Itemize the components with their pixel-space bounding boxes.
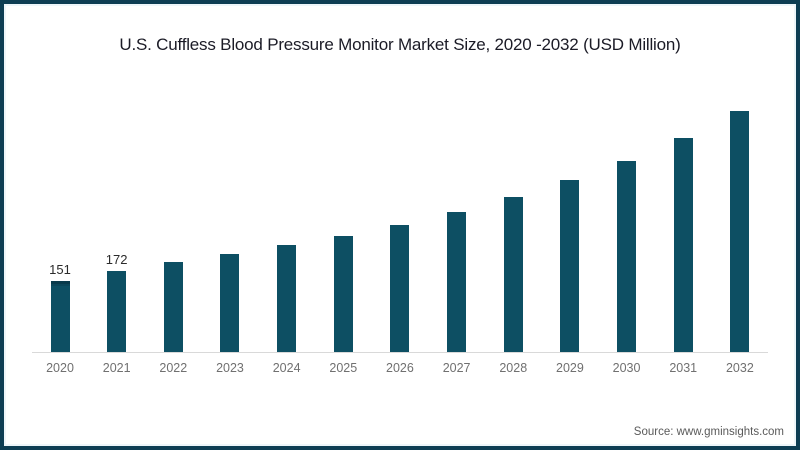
x-tick-label: 2022: [159, 361, 188, 375]
bar-2022: [163, 261, 183, 352]
x-tick-label: 2023: [216, 361, 244, 375]
bar-column-2028: [485, 88, 541, 352]
bar-column-2027: [429, 88, 485, 352]
x-tick-label: 2031: [669, 361, 698, 375]
bar-2029: [560, 179, 580, 352]
x-tick-label: 2029: [556, 361, 584, 375]
x-tick-label: 2025: [329, 361, 358, 375]
bar-column-2032: [712, 88, 768, 352]
source-credit: Source: www.gminsights.com: [633, 426, 784, 438]
x-tick-label: 2028: [499, 361, 528, 375]
bar-2025: [333, 236, 353, 352]
x-tick-label: 2026: [386, 361, 414, 375]
bar-column-2025: [315, 88, 371, 352]
bar-2032: [730, 110, 750, 352]
x-axis: 2020 2021 2022 2023 2024 2025 2026 2027 2028 2029…: [32, 361, 768, 375]
bar-2021: [107, 270, 127, 352]
bar-2020: [50, 280, 70, 352]
x-tick-label: 2020: [46, 361, 74, 375]
x-tick-label: 2030: [612, 361, 641, 375]
bar-value-label: 151: [49, 261, 71, 277]
bar-2031: [673, 137, 693, 352]
bar-value-label: 172: [105, 251, 128, 267]
bar-column-2030: [599, 88, 655, 352]
bar-2024: [277, 245, 297, 352]
x-tick-label: 2027: [442, 361, 471, 375]
bar-2023: [220, 253, 240, 352]
bar-column-2026: [372, 88, 428, 352]
x-tick-label: 2032: [725, 361, 754, 375]
bar-2030: [617, 160, 637, 352]
bar-column-2021: 172: [89, 88, 145, 352]
x-tick-label: 2024: [272, 361, 301, 375]
bar-column-2020: 151: [32, 88, 88, 352]
bar-column-2024: [259, 88, 315, 352]
bar-column-2031: [655, 88, 711, 352]
bar-2028: [503, 196, 523, 352]
chart-title: U.S. Cuffless Blood Pressure Monitor Mar…: [119, 35, 681, 54]
bar-column-2023: [202, 88, 258, 352]
bar-column-2029: [542, 88, 598, 352]
plot-area: 151 172: [32, 88, 768, 353]
bar-column-2022: [145, 88, 201, 352]
bar-2026: [390, 224, 410, 352]
bar-2027: [447, 212, 467, 352]
x-tick-label: 2021: [102, 361, 131, 375]
